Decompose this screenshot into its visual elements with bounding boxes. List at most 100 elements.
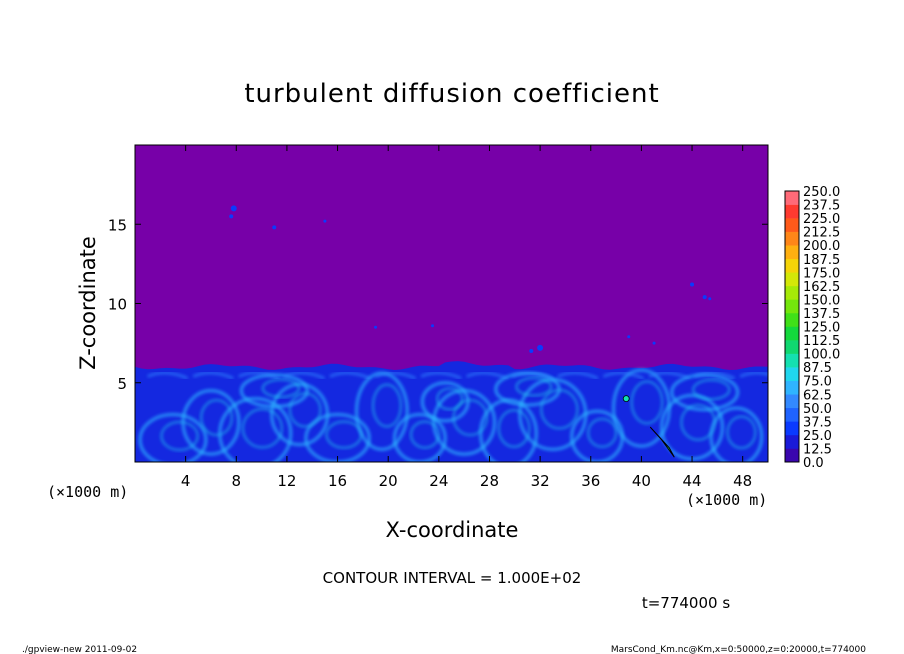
plot-area — [134, 144, 769, 463]
colorbar-label: 250.0 — [803, 185, 840, 200]
eddy-inner — [497, 409, 531, 448]
streak — [648, 371, 690, 380]
x-tick-label: 28 — [480, 472, 499, 490]
colorbar-swatch — [785, 434, 799, 449]
streak — [283, 371, 325, 380]
eddy — [393, 412, 447, 462]
eddy-inner — [587, 417, 618, 448]
x-tick-label: 4 — [181, 472, 191, 490]
turbulence-field — [135, 205, 768, 462]
colorbar-label: 237.5 — [803, 199, 840, 214]
x-tick-label: 16 — [328, 472, 347, 490]
max-contour — [649, 426, 675, 458]
y-tick-label: 5 — [117, 375, 127, 393]
streak — [466, 371, 508, 380]
x-axis: 4 8 12 16 20 24 28 32 36 40 44 48 — [181, 145, 752, 490]
streak — [420, 371, 462, 380]
colorbar-label: 150.0 — [803, 293, 840, 308]
blob — [374, 325, 378, 329]
colorbar-label: 212.5 — [803, 226, 840, 241]
colorbar-swatch — [785, 258, 799, 273]
footer-right: MarsCond_Km.nc@Km,x=0:50000,z=0:20000,t=… — [611, 645, 866, 654]
eddy-inner — [160, 421, 199, 451]
streak — [602, 371, 644, 380]
colorbar-swatch — [785, 407, 799, 422]
x-axis-label: X-coordinate — [386, 518, 519, 542]
streak — [511, 371, 553, 380]
eddy-inner — [452, 399, 488, 437]
blob — [229, 214, 234, 219]
eddy — [670, 373, 740, 412]
blob — [537, 344, 544, 351]
x-tick-label: 40 — [632, 472, 651, 490]
colorbar-swatch — [785, 380, 799, 395]
time-label: t=774000 s — [642, 594, 730, 612]
eddy-inner — [200, 399, 233, 437]
chart-title: turbulent diffusion coefficient — [244, 79, 659, 109]
colorbar-swatch — [785, 231, 799, 246]
colorbar-label: 62.5 — [803, 388, 832, 403]
streak — [147, 371, 189, 380]
x-tick-label: 24 — [429, 472, 448, 490]
eddy — [304, 412, 371, 462]
blob — [529, 349, 534, 354]
streak — [694, 371, 736, 380]
blob — [690, 282, 695, 287]
colorbar-label: 200.0 — [803, 239, 840, 254]
small-contour — [622, 395, 630, 403]
x-unit-label: (×1000 m) — [686, 491, 767, 509]
eddy — [181, 389, 241, 456]
colorbar-swatch — [785, 448, 799, 463]
colorbar-label: 175.0 — [803, 266, 840, 281]
eddy-inner — [436, 387, 464, 411]
eddy-inner — [261, 378, 300, 399]
streak — [557, 371, 599, 380]
colorbar-label: 0.0 — [803, 456, 824, 471]
colorbar-swatch — [785, 218, 799, 232]
eddy — [218, 397, 293, 462]
colorbar-frame — [784, 190, 800, 463]
streak — [329, 371, 371, 380]
y-unit-label: (×1000 m) — [47, 483, 128, 501]
colorbar-swatch — [785, 340, 799, 354]
eddy — [709, 406, 764, 462]
y-tick-label: 10 — [108, 296, 127, 314]
colorbar-swatch — [785, 353, 799, 368]
blob — [652, 341, 656, 345]
y-axis: 5 10 15 — [108, 216, 768, 393]
x-tick-label: 44 — [682, 472, 701, 490]
colorbar-label: 75.0 — [803, 375, 832, 390]
colorbar-label: 12.5 — [803, 442, 832, 457]
colorbar-swatch — [785, 326, 799, 341]
x-tick-label: 8 — [232, 472, 242, 490]
x-tick-label: 36 — [581, 472, 600, 490]
colorbar-label: 125.0 — [803, 321, 840, 336]
colorbar-swatch — [785, 299, 799, 314]
eddy-inner — [241, 408, 283, 449]
blob — [431, 324, 435, 328]
colorbar-swatch — [785, 191, 799, 205]
eddy — [239, 373, 309, 409]
colorbar-label: 225.0 — [803, 212, 840, 227]
colorbar-swatch — [785, 285, 799, 300]
eddy-inner — [692, 379, 731, 401]
colorbar-swatch — [785, 245, 799, 260]
colorbar-swatch — [785, 272, 799, 287]
eddy-inner — [409, 420, 440, 449]
eddy — [420, 381, 470, 423]
colorbar-label: 50.0 — [803, 402, 832, 417]
blob — [272, 225, 277, 230]
footer-left: ./gpview-new 2011-09-02 — [22, 645, 137, 654]
eddy-inner — [726, 415, 757, 450]
eddy — [138, 412, 208, 462]
streak — [238, 371, 280, 380]
eddy-inner — [372, 383, 402, 428]
streak — [192, 371, 234, 380]
colorbar: 0.012.525.037.550.062.575.087.5100.0112.… — [784, 185, 840, 471]
streak — [375, 371, 417, 380]
colorbar-label: 187.5 — [803, 253, 840, 268]
y-axis-label: Z-coordinate — [76, 236, 100, 370]
blob — [627, 335, 631, 339]
colorbar-label: 87.5 — [803, 361, 832, 376]
